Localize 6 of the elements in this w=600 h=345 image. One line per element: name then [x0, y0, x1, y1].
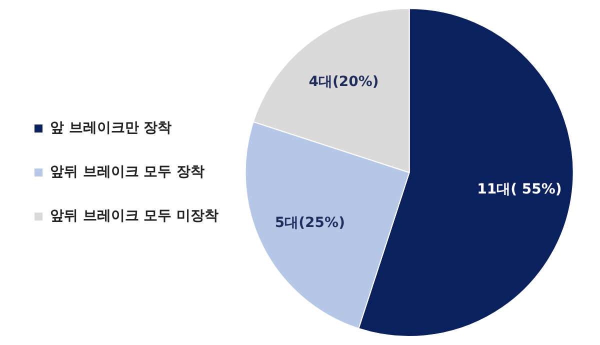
- legend-label: 앞 브레이크만 장착: [50, 120, 172, 136]
- data-label: 5대(25%): [274, 214, 345, 231]
- legend-label: 앞뒤 브레이크 모두 장착: [50, 164, 205, 180]
- data-label: 4대(20%): [308, 74, 379, 90]
- data-label: 11대( 55%): [477, 182, 562, 198]
- legend-label: 앞뒤 브레이크 모두 미장착: [50, 208, 219, 224]
